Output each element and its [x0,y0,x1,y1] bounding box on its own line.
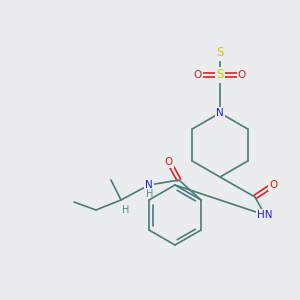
Text: N: N [145,180,153,190]
Text: O: O [165,157,173,167]
Text: H: H [122,205,130,215]
Text: N: N [216,108,224,118]
Text: S: S [216,46,224,59]
Text: O: O [194,70,202,80]
Text: O: O [269,180,277,190]
Text: HN: HN [257,210,273,220]
Text: S: S [216,68,224,82]
Text: H: H [146,189,154,199]
Text: O: O [238,70,246,80]
